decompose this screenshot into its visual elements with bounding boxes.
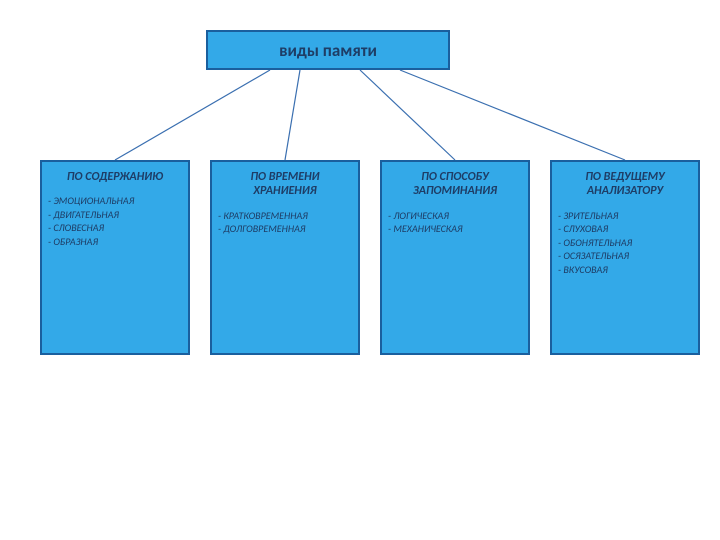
category-title: ПО СОДЕРЖАНИЮ [48,170,182,184]
list-item: - КРАТКОВРЕМЕННАЯ [218,209,352,223]
list-item: - ДВИГАТЕЛЬНАЯ [48,208,182,222]
list-item: - СЛУХОВАЯ [558,222,692,236]
root-label: виды памяти [279,40,377,61]
list-item: - ЗРИТЕЛЬНАЯ [558,209,692,223]
list-item: - ОБОНЯТЕЛЬНАЯ [558,236,692,250]
category-box-time: ПО ВРЕМЕНИ ХРАНИЕНИЯ - КРАТКОВРЕМЕННАЯ- Д… [210,160,360,355]
connector-line-3 [400,70,625,160]
category-title: ПО ВРЕМЕНИ ХРАНИЕНИЯ [218,170,352,199]
root-node: виды памяти [206,30,450,70]
list-item: - ОСЯЗАТЕЛЬНАЯ [558,249,692,263]
list-item: - ОБРАЗНАЯ [48,235,182,249]
category-items: - КРАТКОВРЕМЕННАЯ- ДОЛГОВРЕМЕННАЯ [218,209,352,236]
list-item: - ДОЛГОВРЕМЕННАЯ [218,222,352,236]
connector-line-1 [285,70,300,160]
category-title: ПО СПОСОБУ ЗАПОМИНАНИЯ [388,170,522,199]
list-item: - СЛОВЕСНАЯ [48,221,182,235]
list-item: - МЕХАНИЧЕСКАЯ [388,222,522,236]
connector-line-0 [115,70,270,160]
category-box-method: ПО СПОСОБУ ЗАПОМИНАНИЯ - ЛОГИЧЕСКАЯ- МЕХА… [380,160,530,355]
category-items: - ЭМОЦИОНАЛЬНАЯ- ДВИГАТЕЛЬНАЯ- СЛОВЕСНАЯ… [48,194,182,248]
connector-line-2 [360,70,455,160]
diagram-canvas: виды памяти ПО СОДЕРЖАНИЮ - ЭМОЦИОНАЛЬНАЯ… [0,0,720,540]
category-items: - ЗРИТЕЛЬНАЯ- СЛУХОВАЯ- ОБОНЯТЕЛЬНАЯ- ОС… [558,209,692,277]
category-box-analyzer: ПО ВЕДУЩЕМУ АНАЛИЗАТОРУ - ЗРИТЕЛЬНАЯ- СЛУ… [550,160,700,355]
list-item: - ЭМОЦИОНАЛЬНАЯ [48,194,182,208]
list-item: - ВКУСОВАЯ [558,263,692,277]
category-items: - ЛОГИЧЕСКАЯ- МЕХАНИЧЕСКАЯ [388,209,522,236]
category-box-content: ПО СОДЕРЖАНИЮ - ЭМОЦИОНАЛЬНАЯ- ДВИГАТЕЛЬН… [40,160,190,355]
list-item: - ЛОГИЧЕСКАЯ [388,209,522,223]
category-title: ПО ВЕДУЩЕМУ АНАЛИЗАТОРУ [558,170,692,199]
